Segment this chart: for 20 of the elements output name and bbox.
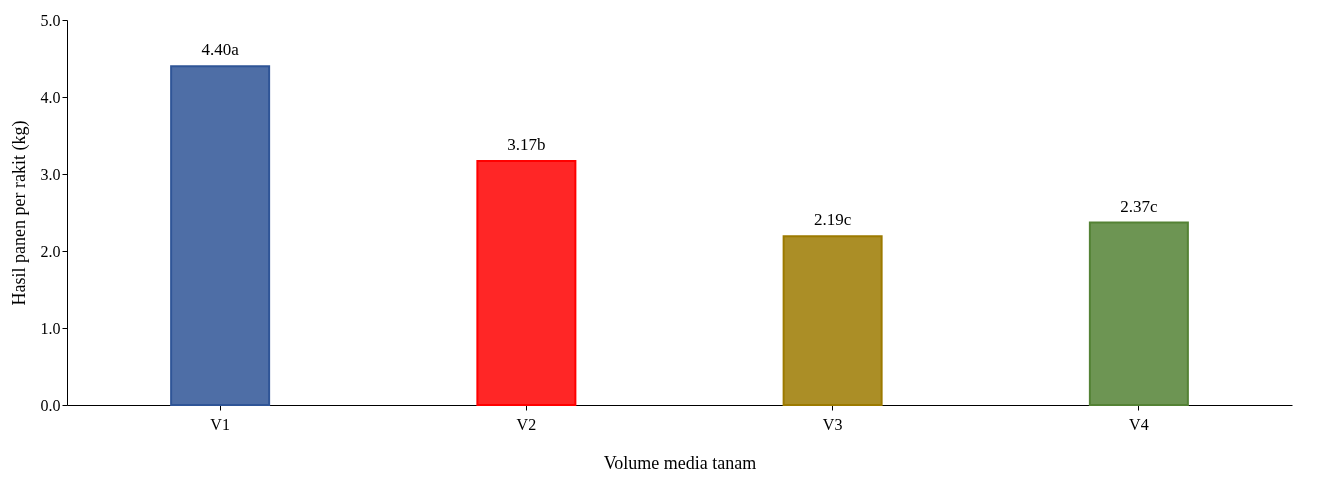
x-tick-label: V4 [1129, 415, 1149, 433]
data-label: 3.17b [507, 134, 546, 154]
data-label: 2.19c [813, 210, 852, 230]
y-tick-label: 3.0 [40, 165, 61, 183]
bar [1088, 221, 1189, 406]
data-label: 2.37c [1120, 196, 1158, 216]
bar [782, 235, 883, 406]
y-tick-label: 1.0 [40, 319, 61, 337]
x-tick-label: V1 [210, 415, 230, 433]
y-tick-label: 2.0 [40, 242, 61, 260]
y-tick-label: 5.0 [40, 11, 61, 29]
x-axis-title: Volume media tanam [603, 452, 757, 473]
data-label: 4.40a [201, 40, 240, 60]
x-tick-label: V3 [822, 415, 843, 433]
bar [476, 159, 577, 406]
bar [170, 65, 271, 406]
x-tick-label: V2 [516, 415, 537, 433]
y-axis-title: Hasil panen per rakit (kg) [8, 120, 30, 306]
y-tick-label: 4.0 [40, 88, 61, 106]
y-tick-label: 0.0 [40, 396, 61, 414]
